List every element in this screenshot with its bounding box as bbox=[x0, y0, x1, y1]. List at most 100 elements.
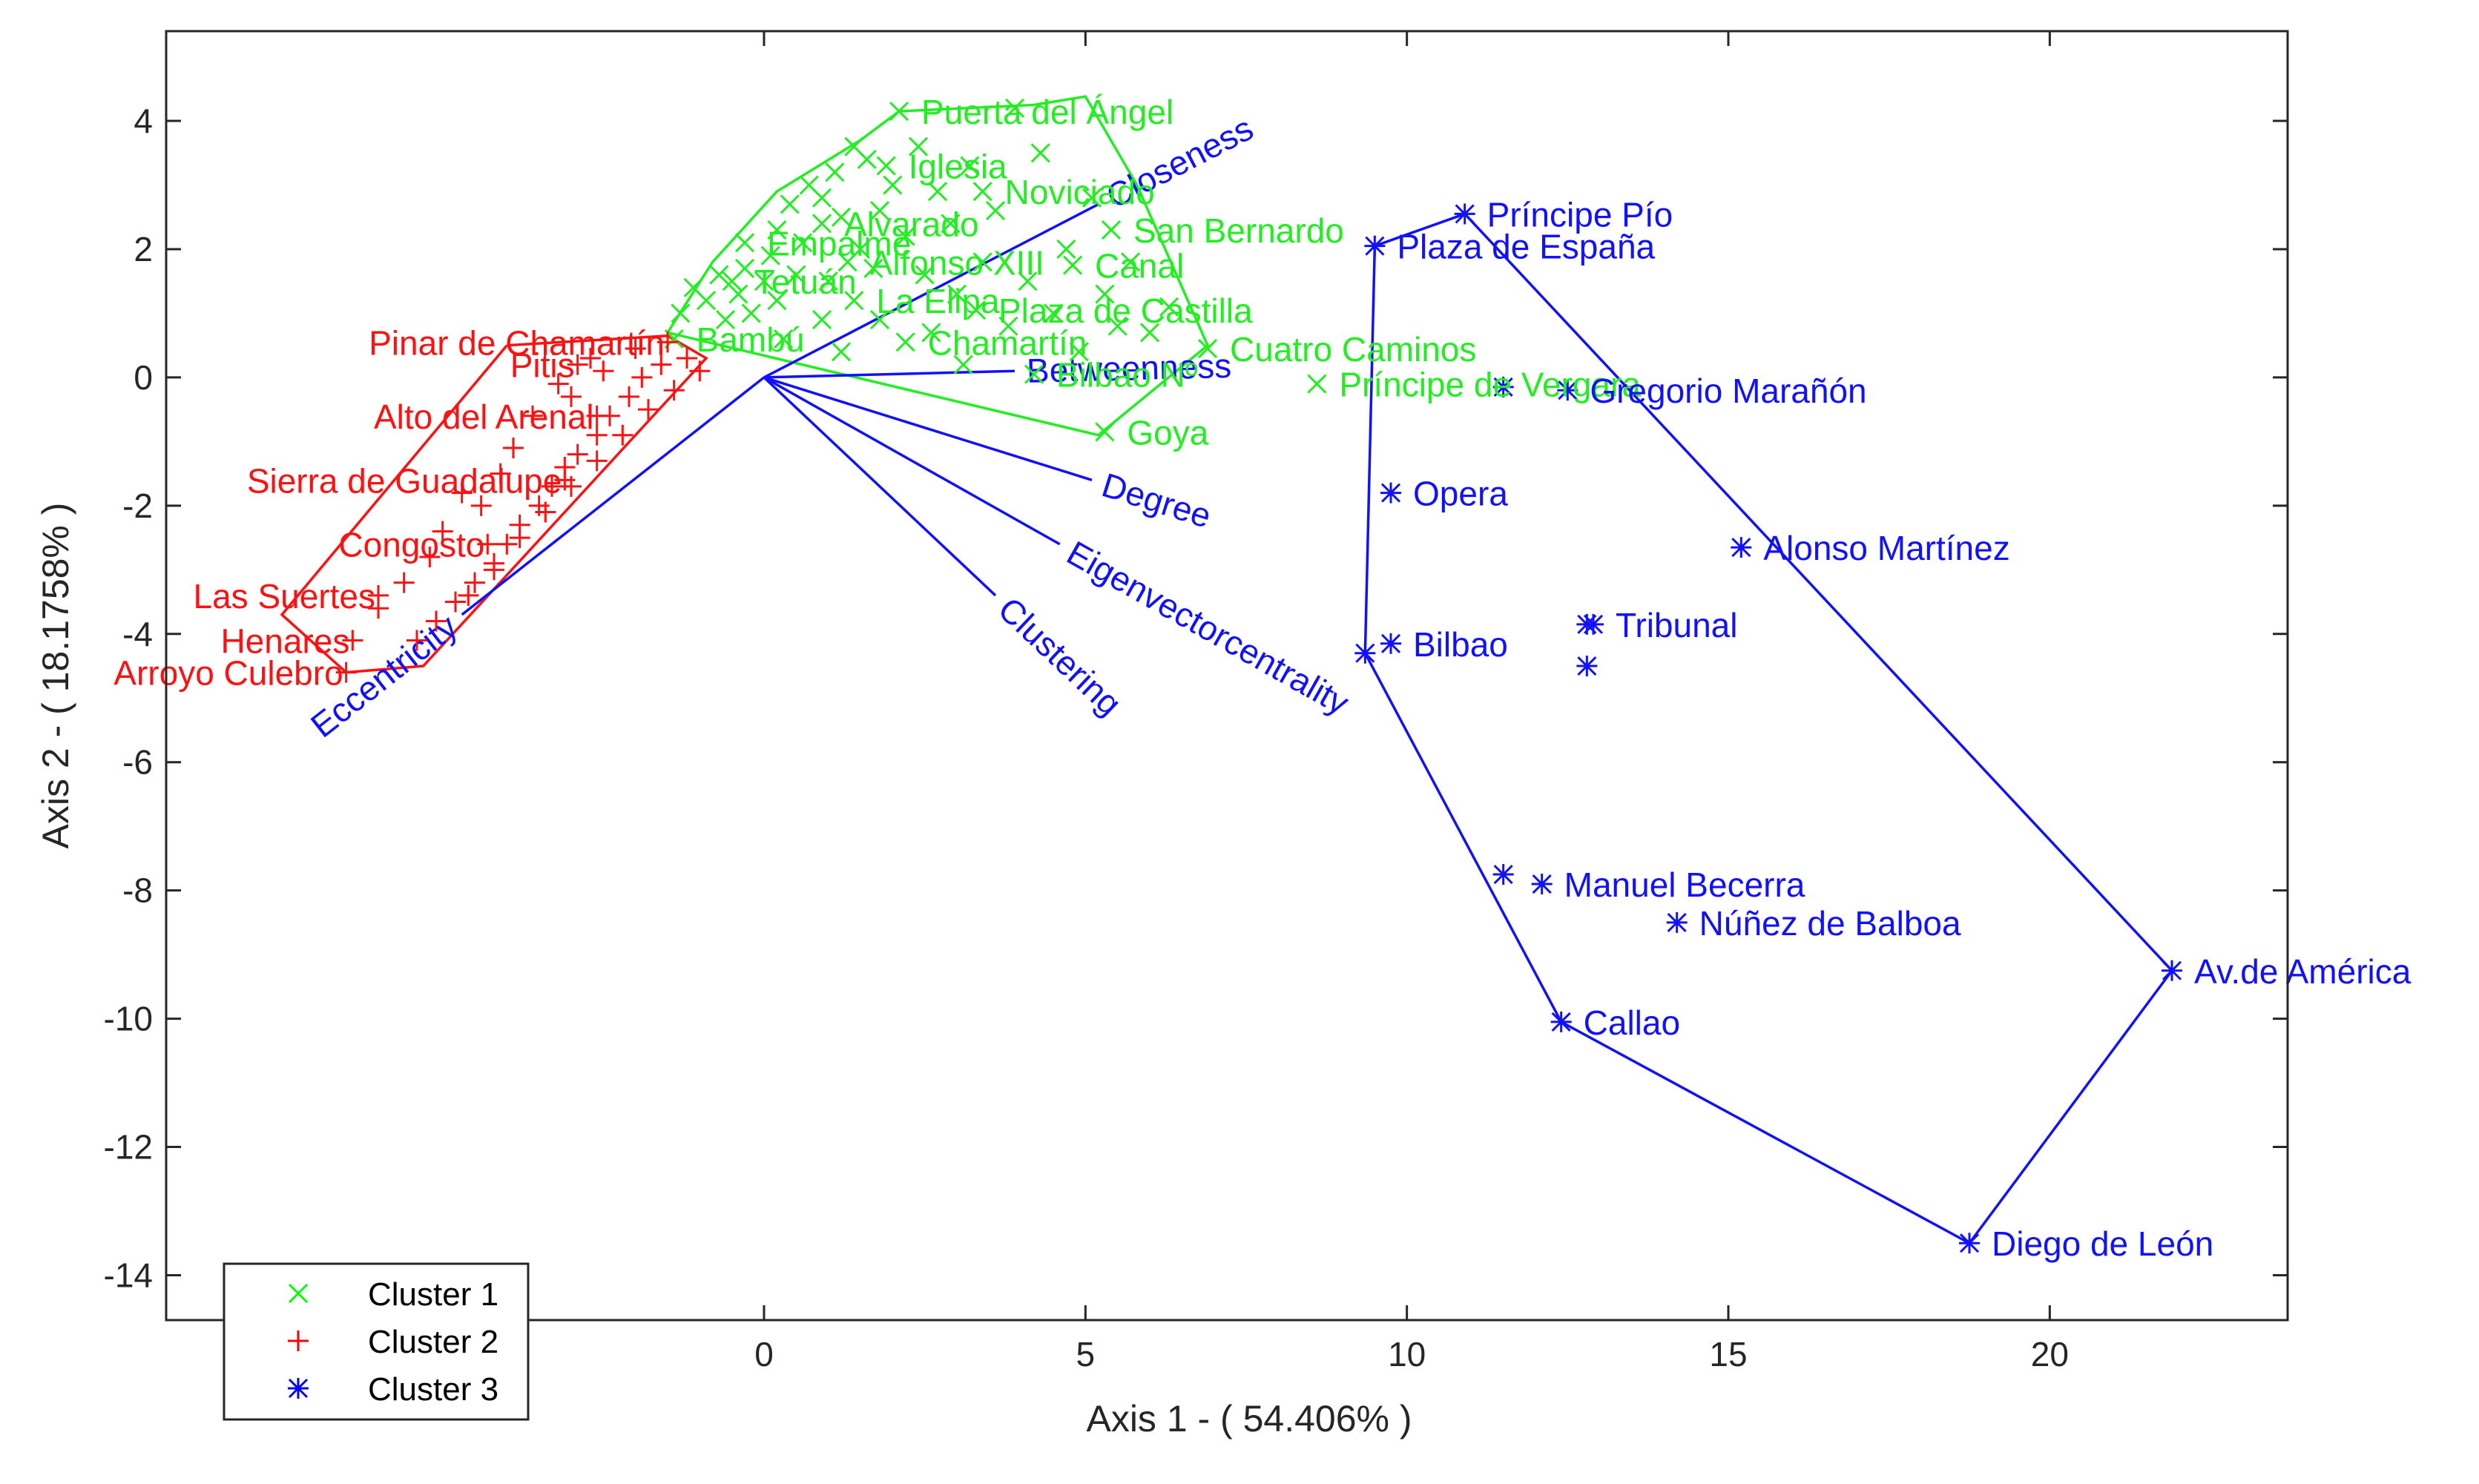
cluster-2-point bbox=[586, 450, 608, 472]
point-label: Las Suertes bbox=[194, 577, 375, 616]
cluster-1-point-stroke bbox=[831, 207, 852, 227]
cluster-3-labeled-point bbox=[1380, 633, 1401, 654]
cluster-1-point-stroke bbox=[927, 182, 948, 202]
cluster-1-point-stroke bbox=[998, 316, 1018, 336]
cluster-1-labeled-point-stroke bbox=[876, 156, 896, 176]
cluster-3-point bbox=[1492, 864, 1514, 886]
cluster-1-point-stroke bbox=[683, 277, 703, 297]
legend-label: Cluster 2 bbox=[368, 1324, 498, 1360]
cluster-1-point-stroke bbox=[1095, 284, 1115, 304]
cluster-3-point-stroke bbox=[1355, 643, 1375, 663]
cluster-1-point bbox=[921, 323, 941, 343]
cluster-2-point bbox=[625, 338, 646, 360]
cluster-2-point bbox=[631, 366, 653, 388]
cluster-1-point bbox=[671, 303, 691, 323]
cluster-3-labeled-point-stroke bbox=[1380, 483, 1401, 503]
cluster-1-point bbox=[857, 149, 877, 169]
plot-frame bbox=[165, 30, 2289, 1322]
cluster-3-labeled-point bbox=[1731, 537, 1752, 558]
cluster-1-point bbox=[741, 303, 761, 323]
cluster-1-point bbox=[908, 136, 929, 156]
point-label: Pinar de Chamartín bbox=[369, 323, 665, 362]
vector-label: Betweenness bbox=[1026, 346, 1231, 390]
vector-line bbox=[461, 376, 766, 616]
cluster-1-point-stroke bbox=[811, 310, 832, 330]
legend-marker-2 bbox=[288, 1330, 309, 1351]
cluster-3-labeled-point-stroke bbox=[1667, 912, 1687, 932]
cluster-3-labeled-point bbox=[1550, 1011, 1572, 1032]
cluster-1-point-stroke bbox=[869, 201, 890, 221]
cluster-1-point-stroke bbox=[696, 291, 717, 311]
point-label: Av.de América bbox=[2194, 952, 2411, 991]
vector-line bbox=[763, 369, 1015, 379]
cluster-1-labeled-point-stroke bbox=[844, 291, 864, 311]
cluster-1-labeled-point bbox=[1197, 338, 1218, 359]
cluster-1-point-stroke bbox=[883, 175, 903, 195]
cluster-1-point bbox=[696, 291, 717, 311]
cluster-1-point bbox=[1069, 342, 1089, 362]
cluster-1-point-stroke bbox=[773, 329, 794, 349]
cluster-3-labeled-point bbox=[2162, 960, 2182, 981]
vector-line bbox=[763, 202, 1099, 379]
cluster-1-point-stroke bbox=[1004, 98, 1025, 118]
cluster-2-point bbox=[676, 347, 697, 369]
point-label: Puerta del Ángel bbox=[921, 93, 1173, 131]
cluster-1-point-stroke bbox=[1139, 323, 1160, 343]
point-label: Pitis bbox=[510, 346, 575, 385]
x-tick-label: 20 bbox=[2031, 1335, 2069, 1373]
cluster-1-point-stroke bbox=[741, 303, 761, 323]
vector-line bbox=[763, 376, 997, 597]
cluster-1-point bbox=[941, 214, 961, 234]
point-label: Callao bbox=[1584, 1003, 1680, 1042]
legend-marker-1-stroke bbox=[288, 1283, 309, 1304]
cluster-3-labeled-point bbox=[1454, 203, 1475, 225]
cluster-1-labeled-point bbox=[1062, 255, 1083, 275]
point-label: Empalme bbox=[767, 224, 911, 263]
point-label: Gregorio Marañón bbox=[1590, 372, 1866, 410]
point-label: Congosto bbox=[338, 526, 484, 564]
cluster-1-point bbox=[754, 271, 774, 291]
cluster-1-labeled-point bbox=[1024, 364, 1044, 384]
cluster-1-point-stroke bbox=[947, 284, 967, 304]
cluster-1-labeled-point-stroke bbox=[972, 182, 992, 202]
cluster-3-labeled-point-stroke bbox=[1558, 380, 1578, 400]
cluster-3-labeled-point bbox=[1583, 613, 1604, 635]
cluster-1-point-stroke bbox=[953, 354, 973, 375]
cluster-1-point bbox=[883, 175, 903, 195]
cluster-1-point-stroke bbox=[671, 303, 691, 323]
point-label: San Bernardo bbox=[1133, 211, 1344, 250]
cluster-1-labeled-point-stroke bbox=[1197, 338, 1218, 359]
cluster-1-point-stroke bbox=[844, 136, 864, 156]
cluster-2-point bbox=[567, 443, 588, 465]
point-label: Diego de León bbox=[1992, 1224, 2213, 1263]
point-label: Sierra de Guadalupe bbox=[247, 461, 562, 500]
cluster-1-labeled-point bbox=[722, 271, 742, 291]
cluster-1-point bbox=[1043, 303, 1064, 323]
cluster-1-labeled-point bbox=[1101, 220, 1122, 240]
y-tick-label: 2 bbox=[134, 230, 153, 268]
cluster-1-point-stroke bbox=[767, 291, 787, 311]
cluster-3-labeled-point-stroke bbox=[1551, 1012, 1571, 1032]
cluster-2-point bbox=[470, 495, 492, 516]
cluster-1-point bbox=[1120, 252, 1141, 272]
cluster-1-point bbox=[915, 265, 935, 285]
point-label: Tribunal bbox=[1616, 606, 1737, 644]
cluster-1-point bbox=[1159, 297, 1179, 317]
cluster-1-point-stroke bbox=[960, 156, 980, 176]
cluster-1-point-stroke bbox=[1056, 239, 1076, 260]
cluster-3-point-stroke bbox=[1493, 864, 1513, 885]
cluster-1-point bbox=[869, 310, 890, 330]
cluster-1-labeled-point bbox=[734, 233, 755, 253]
cluster-1-point bbox=[1056, 239, 1076, 260]
cluster-3-labeled-point bbox=[1666, 911, 1688, 933]
cluster-2-point bbox=[651, 354, 672, 375]
cluster-1-point bbox=[895, 226, 915, 246]
x-tick-label: 10 bbox=[1388, 1335, 1426, 1373]
y-tick-label: 0 bbox=[134, 358, 153, 397]
cluster-1-labeled-point bbox=[972, 182, 992, 202]
cluster-1-labeled-point bbox=[966, 300, 987, 320]
cluster-2-point bbox=[580, 347, 601, 369]
cluster-2-point bbox=[458, 584, 479, 606]
